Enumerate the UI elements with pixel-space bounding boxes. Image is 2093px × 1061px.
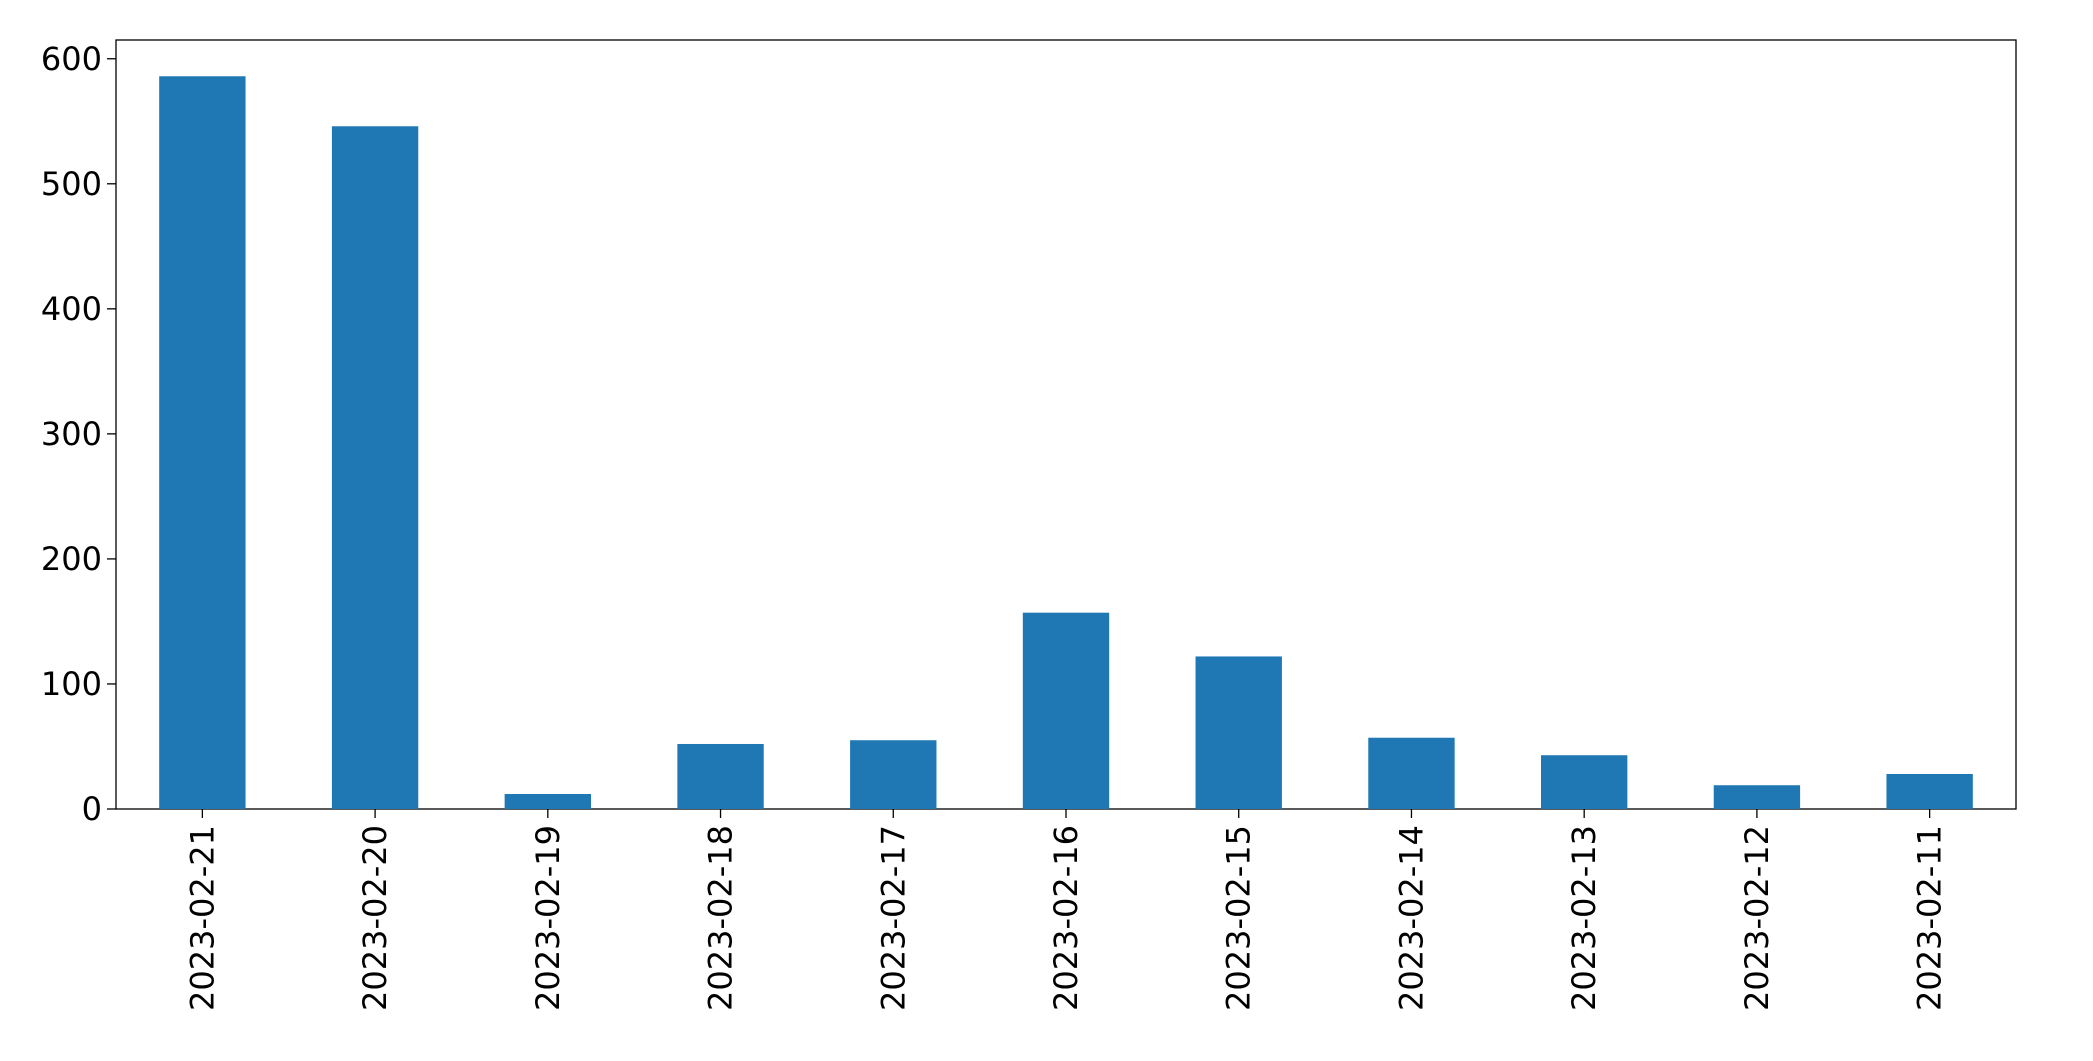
x-tick-label: 2023-02-13 (1565, 825, 1603, 1011)
bar (331, 126, 419, 809)
y-tick-label: 0 (82, 790, 102, 828)
bar (1195, 656, 1282, 809)
bar (1368, 737, 1455, 809)
x-tick-label: 2023-02-18 (702, 825, 740, 1011)
x-tick-label: 2023-02-20 (356, 825, 394, 1011)
y-tick-label: 300 (41, 415, 102, 453)
bar (504, 793, 591, 809)
x-tick-label: 2023-02-14 (1392, 825, 1430, 1011)
x-tick-label: 2023-02-17 (874, 825, 912, 1011)
bar (1713, 785, 1801, 809)
y-tick-label: 400 (41, 290, 102, 328)
x-tick-label: 2023-02-15 (1220, 825, 1258, 1011)
bar (1886, 773, 1973, 809)
bar (677, 743, 764, 809)
y-tick-label: 200 (41, 540, 102, 578)
x-tick-label: 2023-02-11 (1911, 825, 1949, 1011)
bar (850, 740, 937, 809)
y-tick-label: 100 (41, 665, 102, 703)
y-tick-label: 500 (41, 165, 102, 203)
bar (1541, 755, 1628, 809)
x-tick-label: 2023-02-19 (529, 825, 567, 1011)
x-tick-label: 2023-02-21 (183, 825, 221, 1011)
x-tick-label: 2023-02-16 (1047, 825, 1085, 1011)
x-tick-label: 2023-02-12 (1738, 825, 1776, 1011)
bar (1022, 612, 1110, 809)
bar (159, 76, 246, 810)
y-tick-label: 600 (41, 40, 102, 78)
